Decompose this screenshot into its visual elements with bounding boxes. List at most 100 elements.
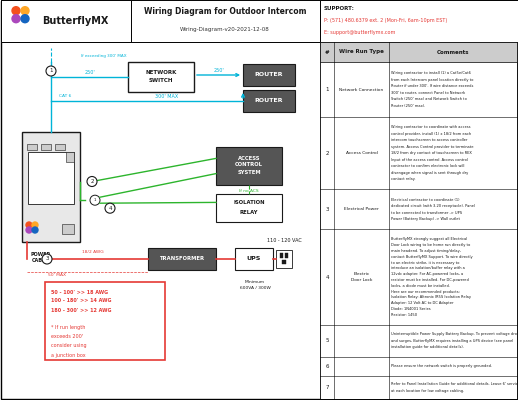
Text: Switch (250' max) and Network Switch to: Switch (250' max) and Network Switch to	[391, 97, 467, 101]
Circle shape	[26, 222, 32, 228]
Text: installation guide for additional details).: installation guide for additional detail…	[391, 345, 464, 349]
FancyBboxPatch shape	[148, 248, 216, 270]
Circle shape	[32, 227, 38, 233]
FancyBboxPatch shape	[320, 42, 517, 399]
Text: 12vdc adapter. For AC-powered locks, a: 12vdc adapter. For AC-powered locks, a	[391, 272, 463, 276]
Text: 1: 1	[49, 68, 53, 74]
Text: ACCESS: ACCESS	[238, 156, 260, 160]
Text: Resistor: 1450: Resistor: 1450	[391, 313, 417, 317]
Text: 5: 5	[325, 338, 329, 343]
Text: 250': 250'	[213, 68, 224, 74]
Text: Wiring Diagram for Outdoor Intercom: Wiring Diagram for Outdoor Intercom	[144, 7, 306, 16]
Text: ISOLATION: ISOLATION	[233, 200, 265, 206]
Circle shape	[42, 254, 52, 264]
Text: to be connected to transformer -> UPS: to be connected to transformer -> UPS	[391, 210, 462, 214]
Text: Input of the access control. Access control: Input of the access control. Access cont…	[391, 158, 468, 162]
Text: Power (Battery Backup) -> Wall outlet: Power (Battery Backup) -> Wall outlet	[391, 217, 460, 221]
Text: #: #	[325, 50, 329, 54]
Text: If exceeding 300' MAX: If exceeding 300' MAX	[81, 54, 126, 58]
Text: Comments: Comments	[437, 50, 469, 54]
Circle shape	[90, 195, 100, 205]
Text: 7: 7	[325, 385, 329, 390]
Text: Door Lock: Door Lock	[351, 278, 372, 282]
Text: at each location for low voltage cabling.: at each location for low voltage cabling…	[391, 388, 464, 392]
Circle shape	[12, 15, 20, 23]
FancyBboxPatch shape	[41, 144, 51, 150]
Text: Minimum: Minimum	[245, 280, 265, 284]
FancyBboxPatch shape	[62, 224, 74, 234]
Text: resistor must be installed. For DC-powered: resistor must be installed. For DC-power…	[391, 278, 469, 282]
Text: disengage when signal is sent through dry: disengage when signal is sent through dr…	[391, 171, 468, 175]
Circle shape	[21, 15, 29, 23]
FancyBboxPatch shape	[285, 253, 288, 258]
Circle shape	[21, 7, 29, 15]
FancyBboxPatch shape	[28, 152, 74, 204]
Circle shape	[46, 66, 56, 76]
Text: SYSTEM: SYSTEM	[237, 170, 261, 176]
Text: Diode: 1N4001 Series: Diode: 1N4001 Series	[391, 307, 430, 311]
Text: 250': 250'	[84, 70, 95, 76]
Text: 4: 4	[108, 206, 112, 211]
Text: Uninterruptible Power Supply Battery Backup. To prevent voltage drops: Uninterruptible Power Supply Battery Bac…	[391, 332, 518, 336]
FancyBboxPatch shape	[243, 90, 295, 112]
Text: Door Lock wiring to be home run directly to: Door Lock wiring to be home run directly…	[391, 243, 470, 247]
FancyBboxPatch shape	[1, 0, 131, 42]
Text: NETWORK: NETWORK	[146, 70, 177, 76]
Text: ButterflyMX: ButterflyMX	[42, 16, 108, 26]
FancyBboxPatch shape	[243, 64, 295, 86]
Text: a junction box: a junction box	[51, 352, 85, 358]
Text: P: (571) 480.6379 ext. 2 (Mon-Fri, 6am-10pm EST): P: (571) 480.6379 ext. 2 (Mon-Fri, 6am-1…	[324, 18, 447, 23]
Text: SUPPORT:: SUPPORT:	[324, 6, 355, 11]
Text: TRANSFORMER: TRANSFORMER	[160, 256, 205, 262]
FancyBboxPatch shape	[45, 282, 165, 360]
Text: consider using: consider using	[51, 344, 87, 348]
FancyBboxPatch shape	[280, 253, 283, 258]
Text: Please ensure the network switch is properly grounded.: Please ensure the network switch is prop…	[391, 364, 492, 368]
FancyBboxPatch shape	[27, 144, 37, 150]
FancyBboxPatch shape	[22, 132, 80, 242]
Text: CABLE: CABLE	[32, 258, 50, 264]
FancyBboxPatch shape	[235, 248, 273, 270]
Text: ButterflyMX strongly suggest all Electrical: ButterflyMX strongly suggest all Electri…	[391, 238, 467, 242]
Text: Here are our recommended products:: Here are our recommended products:	[391, 290, 460, 294]
Text: 18/2 from dry contact of touchscreen to REX: 18/2 from dry contact of touchscreen to …	[391, 151, 472, 155]
Text: 600VA / 300W: 600VA / 300W	[239, 286, 270, 290]
Text: to an electric strike, it is necessary to: to an electric strike, it is necessary t…	[391, 261, 459, 265]
FancyBboxPatch shape	[66, 152, 74, 162]
Circle shape	[105, 203, 115, 213]
Text: Electric: Electric	[353, 272, 370, 276]
Text: 50 - 100' >> 18 AWG: 50 - 100' >> 18 AWG	[51, 290, 108, 294]
Text: Electrical Power: Electrical Power	[344, 207, 379, 211]
Text: contact ButterflyMX Support. To wire directly: contact ButterflyMX Support. To wire dir…	[391, 255, 472, 259]
Text: * If run length: * If run length	[51, 326, 85, 330]
FancyBboxPatch shape	[276, 250, 292, 268]
Text: CAT 6: CAT 6	[59, 94, 71, 98]
Text: 100 - 180' >> 14 AWG: 100 - 180' >> 14 AWG	[51, 298, 111, 304]
Text: introduce an isolation/buffer relay with a: introduce an isolation/buffer relay with…	[391, 266, 465, 270]
Text: from each Intercom panel location directly to: from each Intercom panel location direct…	[391, 78, 473, 82]
Text: Router (250' max).: Router (250' max).	[391, 104, 425, 108]
FancyBboxPatch shape	[55, 144, 65, 150]
Text: Refer to Panel Installation Guide for additional details. Leave 6' service loop: Refer to Panel Installation Guide for ad…	[391, 382, 518, 386]
Text: UPS: UPS	[247, 256, 261, 262]
Text: 50' MAX: 50' MAX	[48, 273, 66, 277]
Text: intercom touchscreen to access controller: intercom touchscreen to access controlle…	[391, 138, 467, 142]
Text: 18/2 AWG: 18/2 AWG	[82, 250, 104, 254]
Text: Wiring contractor to coordinate with access: Wiring contractor to coordinate with acc…	[391, 125, 470, 129]
Text: contractor to confirm electronic lock will: contractor to confirm electronic lock wi…	[391, 164, 464, 168]
Text: 6: 6	[325, 364, 329, 369]
Text: ROUTER: ROUTER	[255, 98, 283, 104]
FancyBboxPatch shape	[216, 194, 282, 222]
Text: Wire Run Type: Wire Run Type	[339, 50, 384, 54]
Text: Isolation Relay: Altronix IR5S Isolation Relay: Isolation Relay: Altronix IR5S Isolation…	[391, 295, 471, 299]
Text: 2: 2	[90, 179, 94, 184]
Text: 3: 3	[45, 256, 49, 262]
Text: Adapter: 12 Volt AC to DC Adapter: Adapter: 12 Volt AC to DC Adapter	[391, 301, 453, 305]
Text: Wiring contractor to install (1) a Cat5e/Cat6: Wiring contractor to install (1) a Cat5e…	[391, 71, 471, 75]
FancyBboxPatch shape	[320, 42, 517, 62]
Text: main headend. To adjust timing/delay,: main headend. To adjust timing/delay,	[391, 249, 461, 253]
Text: exceeds 200': exceeds 200'	[51, 334, 83, 340]
Text: 300' to router, connect Panel to Network: 300' to router, connect Panel to Network	[391, 91, 465, 95]
Circle shape	[87, 176, 97, 186]
Text: locks, a diode must be installed.: locks, a diode must be installed.	[391, 284, 450, 288]
